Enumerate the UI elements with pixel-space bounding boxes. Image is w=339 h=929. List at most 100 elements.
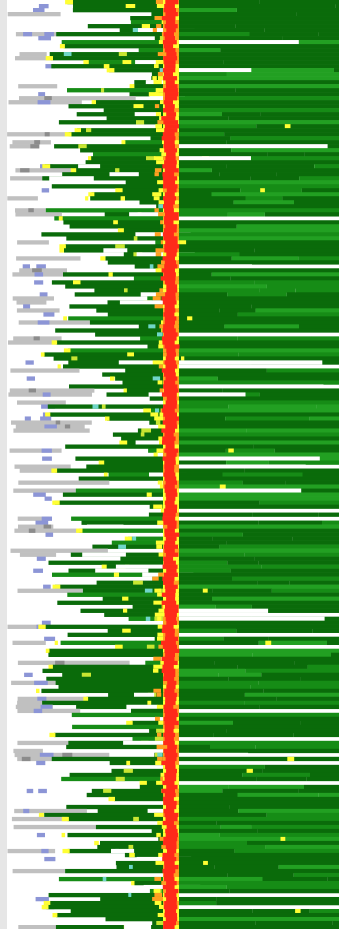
central-red-column bbox=[162, 40, 177, 45]
central-red-column bbox=[163, 904, 178, 910]
sequence-block-right bbox=[178, 544, 220, 549]
central-red-column bbox=[162, 624, 174, 629]
sequence-block-left bbox=[42, 624, 170, 629]
gray-segment bbox=[11, 816, 68, 822]
variant-yellow bbox=[280, 836, 286, 842]
alignment-row bbox=[108, 796, 339, 802]
central-red-column bbox=[161, 116, 176, 121]
sequence-block-right bbox=[178, 504, 339, 509]
sequence-block-right bbox=[178, 668, 246, 674]
dark-gray-segment bbox=[55, 660, 65, 666]
sequence-block-right bbox=[178, 388, 223, 393]
central-red-column bbox=[163, 56, 178, 61]
sequence-block-right bbox=[178, 44, 237, 49]
central-red-column bbox=[161, 668, 176, 674]
variant-yellow bbox=[45, 648, 50, 653]
center-variant bbox=[155, 0, 167, 5]
sequence-block-right bbox=[178, 852, 339, 858]
sequence-block-right bbox=[254, 248, 295, 253]
sequence-block-right bbox=[178, 664, 238, 670]
sequence-block-left bbox=[48, 648, 170, 653]
sequence-block-right bbox=[318, 792, 339, 798]
central-red-column bbox=[164, 484, 175, 489]
central-red-column bbox=[164, 724, 175, 730]
sequence-block-right bbox=[178, 300, 339, 305]
alignment-row bbox=[102, 372, 339, 377]
blue-marker bbox=[22, 264, 30, 269]
central-red-column bbox=[164, 692, 177, 698]
central-red-column bbox=[165, 792, 176, 798]
sequence-block-right bbox=[235, 24, 339, 29]
sequence-block-right bbox=[322, 520, 339, 525]
central-red-column bbox=[164, 168, 179, 173]
sequence-block-right bbox=[178, 208, 339, 213]
sequence-block-right bbox=[214, 660, 295, 666]
central-red-column bbox=[164, 200, 175, 205]
sequence-block-left bbox=[86, 792, 170, 798]
sequence-block-left bbox=[70, 908, 170, 914]
alignment-row bbox=[149, 396, 339, 401]
alignment-row bbox=[70, 908, 339, 914]
alignment-row bbox=[49, 732, 339, 738]
sequence-block-right bbox=[222, 788, 299, 794]
sequence-block-left bbox=[90, 196, 170, 201]
sequence-block-right bbox=[254, 556, 339, 561]
gray-segment bbox=[10, 368, 80, 373]
central-red-column bbox=[166, 188, 177, 193]
central-red-column bbox=[165, 364, 178, 369]
sequence-block-right bbox=[258, 640, 327, 645]
alignment-row bbox=[17, 660, 339, 666]
center-variant bbox=[154, 876, 161, 882]
alignment-row bbox=[103, 108, 339, 113]
gap-segment bbox=[124, 925, 152, 929]
gray-segment bbox=[18, 925, 56, 929]
dark-gray-segment bbox=[55, 420, 61, 425]
sequence-block-right bbox=[238, 808, 339, 814]
dark-gray-segment bbox=[28, 208, 34, 213]
center-variant bbox=[153, 688, 161, 694]
variant-yellow bbox=[187, 316, 193, 321]
variant-yellow bbox=[219, 484, 226, 489]
alignment-row bbox=[155, 716, 339, 722]
blue-marker bbox=[45, 532, 54, 537]
sequence-block-right bbox=[178, 164, 227, 169]
central-red-column bbox=[165, 12, 178, 17]
sequence-block-left bbox=[52, 572, 170, 577]
center-variant bbox=[156, 704, 167, 710]
sequence-block-left bbox=[103, 108, 170, 113]
central-red-column bbox=[162, 664, 174, 670]
alignment-row bbox=[150, 136, 339, 141]
sequence-block-right bbox=[178, 236, 339, 241]
variant-yellow bbox=[108, 796, 115, 802]
central-red-column bbox=[163, 556, 174, 561]
sequence-block-left bbox=[107, 312, 170, 317]
alignment-row bbox=[41, 232, 339, 237]
sequence-block-left bbox=[107, 628, 170, 633]
sequence-block-right bbox=[228, 116, 339, 121]
sequence-block-right bbox=[255, 920, 333, 926]
alignment-row bbox=[78, 476, 339, 481]
sequence-block-right bbox=[178, 124, 257, 129]
sequence-block-right bbox=[250, 176, 300, 181]
variant-mark bbox=[126, 760, 131, 766]
center-variant bbox=[157, 52, 164, 57]
sequence-block-left bbox=[67, 348, 170, 353]
central-red-column bbox=[166, 880, 177, 886]
alignment-row bbox=[125, 180, 339, 185]
central-red-column bbox=[164, 344, 180, 349]
gray-segment bbox=[8, 340, 56, 345]
alignment-row bbox=[108, 692, 339, 698]
center-variant bbox=[157, 264, 166, 269]
blue-marker bbox=[35, 896, 49, 902]
sequence-block-right bbox=[244, 552, 339, 557]
sequence-block-right bbox=[256, 124, 287, 129]
sequence-block-right bbox=[264, 28, 339, 33]
dark-gray-segment bbox=[44, 132, 50, 137]
central-red-column bbox=[164, 448, 179, 453]
sequence-block-left bbox=[67, 832, 170, 838]
gap-segment bbox=[147, 808, 179, 814]
sequence-block-right bbox=[224, 132, 339, 137]
sequence-block-right bbox=[236, 628, 313, 633]
sequence-block-left bbox=[100, 840, 170, 846]
variant-yellow bbox=[83, 60, 89, 65]
